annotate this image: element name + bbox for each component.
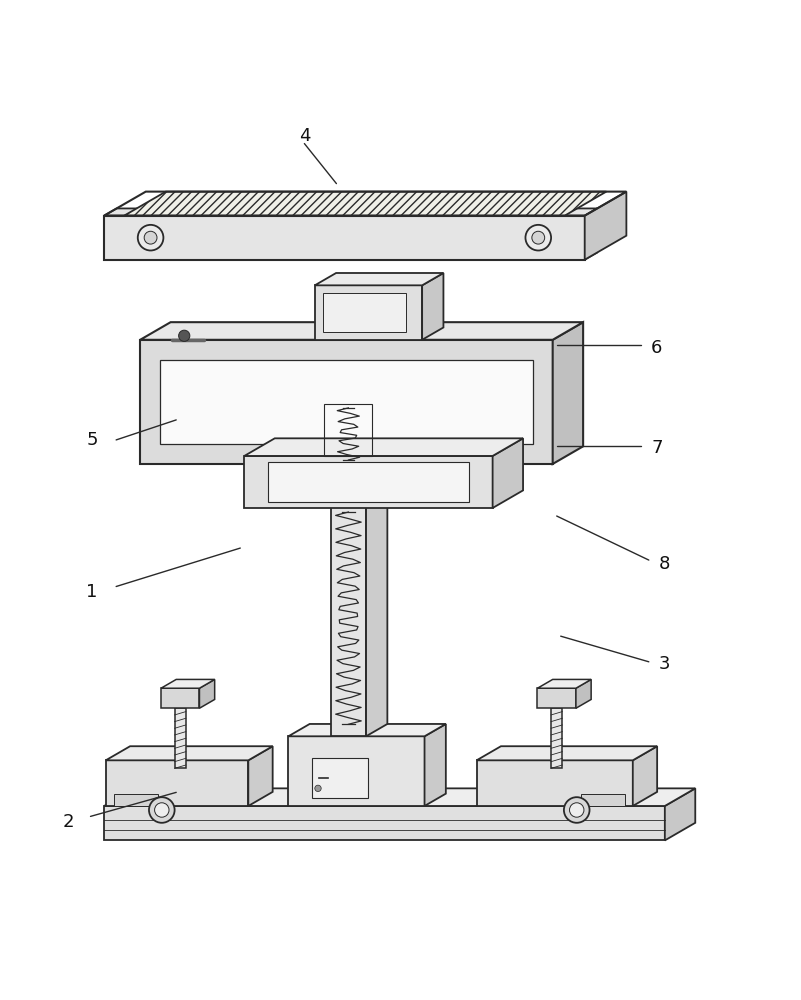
Polygon shape bbox=[244, 456, 493, 508]
Polygon shape bbox=[288, 724, 446, 736]
Polygon shape bbox=[160, 360, 533, 444]
Polygon shape bbox=[477, 760, 633, 806]
Text: 3: 3 bbox=[659, 655, 670, 673]
Polygon shape bbox=[553, 322, 583, 464]
Polygon shape bbox=[106, 760, 248, 806]
Polygon shape bbox=[545, 208, 598, 216]
Polygon shape bbox=[104, 216, 144, 260]
Polygon shape bbox=[124, 192, 606, 216]
Text: 7: 7 bbox=[651, 439, 662, 457]
Polygon shape bbox=[161, 688, 199, 708]
Text: 2: 2 bbox=[62, 813, 74, 831]
Polygon shape bbox=[140, 340, 553, 464]
Text: 8: 8 bbox=[659, 555, 670, 573]
Circle shape bbox=[525, 225, 551, 250]
Circle shape bbox=[179, 330, 190, 341]
Circle shape bbox=[138, 225, 163, 250]
Polygon shape bbox=[576, 679, 591, 708]
Polygon shape bbox=[104, 216, 585, 260]
Text: 6: 6 bbox=[651, 339, 662, 357]
Polygon shape bbox=[199, 679, 215, 708]
Circle shape bbox=[315, 785, 321, 792]
Polygon shape bbox=[331, 500, 366, 736]
Polygon shape bbox=[581, 794, 625, 806]
Polygon shape bbox=[315, 285, 422, 340]
Polygon shape bbox=[288, 736, 425, 806]
Circle shape bbox=[570, 803, 584, 817]
Circle shape bbox=[532, 231, 545, 244]
Polygon shape bbox=[366, 488, 388, 736]
Polygon shape bbox=[493, 438, 523, 508]
Polygon shape bbox=[323, 293, 406, 332]
Polygon shape bbox=[104, 806, 665, 840]
Polygon shape bbox=[104, 788, 695, 806]
Polygon shape bbox=[144, 208, 157, 260]
Polygon shape bbox=[537, 688, 576, 708]
Polygon shape bbox=[585, 208, 598, 260]
Polygon shape bbox=[161, 679, 215, 688]
Polygon shape bbox=[114, 794, 158, 806]
Polygon shape bbox=[140, 322, 583, 340]
Circle shape bbox=[149, 797, 175, 823]
Text: 1: 1 bbox=[87, 583, 98, 601]
Polygon shape bbox=[477, 746, 657, 760]
Polygon shape bbox=[545, 216, 585, 260]
Text: 4: 4 bbox=[299, 127, 310, 145]
Polygon shape bbox=[106, 746, 272, 760]
Polygon shape bbox=[315, 273, 444, 285]
Polygon shape bbox=[585, 192, 626, 260]
Polygon shape bbox=[633, 746, 657, 806]
Polygon shape bbox=[422, 273, 444, 340]
Polygon shape bbox=[537, 679, 591, 688]
Polygon shape bbox=[312, 758, 368, 798]
Circle shape bbox=[155, 803, 169, 817]
Polygon shape bbox=[268, 462, 469, 502]
Polygon shape bbox=[104, 208, 157, 216]
Polygon shape bbox=[665, 788, 695, 840]
Polygon shape bbox=[425, 724, 446, 806]
Polygon shape bbox=[248, 746, 272, 806]
Polygon shape bbox=[551, 708, 562, 768]
Circle shape bbox=[564, 797, 590, 823]
Polygon shape bbox=[244, 438, 523, 456]
Circle shape bbox=[144, 231, 157, 244]
Text: 5: 5 bbox=[87, 431, 98, 449]
Polygon shape bbox=[175, 708, 186, 768]
